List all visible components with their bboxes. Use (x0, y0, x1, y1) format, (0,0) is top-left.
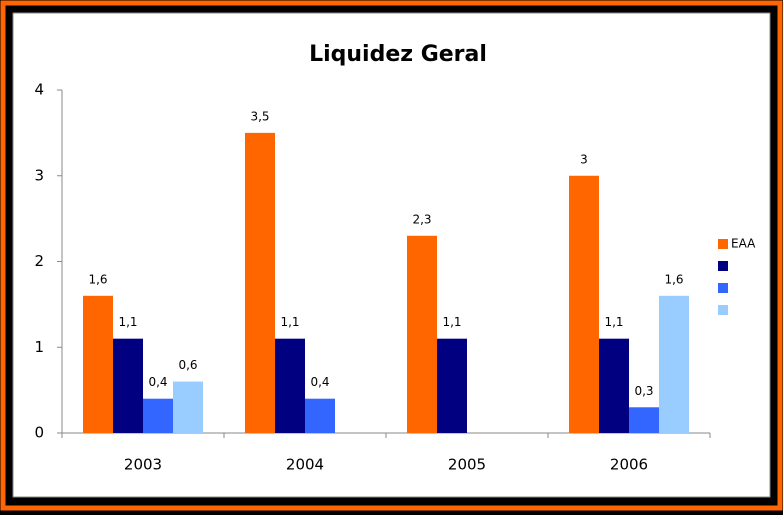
bar (173, 381, 203, 433)
bar (275, 338, 305, 433)
data-label: 0,3 (634, 384, 653, 398)
bar (143, 398, 173, 433)
legend-swatch (718, 239, 728, 249)
x-tick-label: 2006 (610, 456, 648, 474)
bar (437, 338, 467, 433)
data-label: 2,3 (412, 212, 431, 226)
data-label: 1,1 (280, 315, 299, 329)
y-tick-label: 0 (34, 424, 44, 442)
bar (599, 338, 629, 433)
bar (407, 235, 437, 433)
x-tick-label: 2003 (124, 456, 162, 474)
x-tick-label: 2004 (286, 456, 324, 474)
bar (83, 295, 113, 433)
y-tick-label: 3 (34, 166, 44, 184)
y-tick-label: 2 (34, 252, 44, 270)
y-tick-label: 1 (34, 338, 44, 356)
bar (113, 338, 143, 433)
bar (659, 295, 689, 433)
data-label: 1,6 (88, 272, 107, 286)
data-label: 1,1 (118, 315, 137, 329)
bar (245, 132, 275, 433)
bar (569, 175, 599, 433)
legend-swatch (718, 305, 728, 315)
legend-swatch (718, 283, 728, 293)
chart-title: Liquidez Geral (309, 42, 487, 67)
data-label: 3,5 (250, 109, 269, 123)
legend-swatch (718, 261, 728, 271)
y-tick-label: 4 (34, 81, 44, 99)
x-tick-label: 2005 (448, 456, 486, 474)
data-label: 1,6 (664, 272, 683, 286)
data-label: 0,6 (178, 358, 197, 372)
bar (305, 398, 335, 433)
data-label: 1,1 (442, 315, 461, 329)
data-label: 0,4 (310, 375, 329, 389)
legend-label: EAA (731, 237, 756, 251)
data-label: 0,4 (148, 375, 167, 389)
bar (629, 407, 659, 433)
data-label: 3 (580, 152, 588, 166)
data-label: 1,1 (604, 315, 623, 329)
